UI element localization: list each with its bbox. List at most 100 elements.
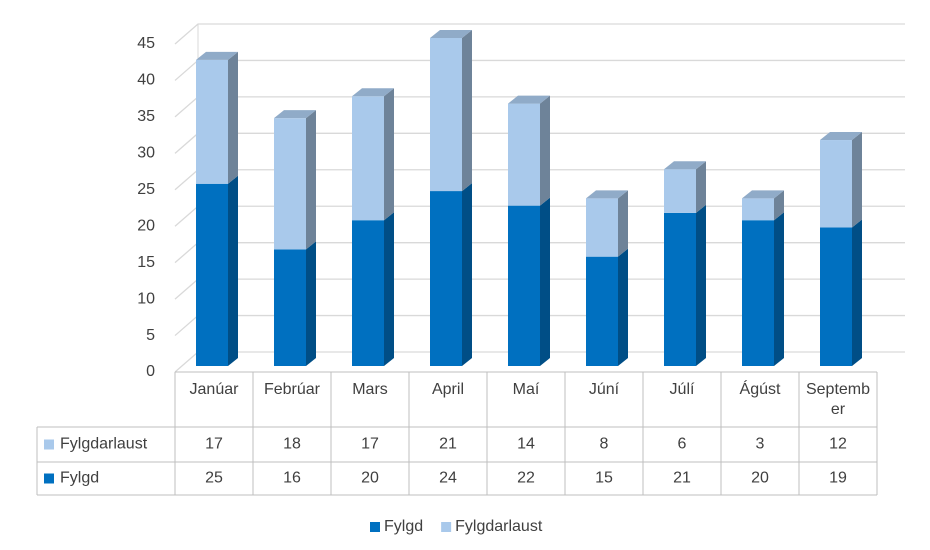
y-tick-label: 25 <box>137 181 155 198</box>
x-tick-label: Mars <box>352 381 388 398</box>
legend-key <box>370 522 380 532</box>
y-tick-label: 45 <box>137 35 155 52</box>
bar <box>664 212 696 366</box>
table-row-label: Fylgd <box>60 470 99 487</box>
bar-side <box>540 95 550 206</box>
x-tick-label: Maí <box>512 381 540 398</box>
bar-side <box>618 190 628 257</box>
bar-side <box>696 161 706 213</box>
bar-top <box>820 132 862 141</box>
bar <box>430 38 462 192</box>
bar-top <box>274 110 316 119</box>
bar <box>664 169 696 213</box>
x-tick-label-box: Ágúst <box>739 381 781 398</box>
bar <box>742 220 774 366</box>
table-value: 8 <box>600 436 609 453</box>
table-value: 17 <box>361 436 379 453</box>
bar-side <box>852 219 862 366</box>
table-value: 24 <box>439 470 457 487</box>
x-tick-label-box: Janúar <box>189 381 239 398</box>
bar-top <box>586 190 628 199</box>
x-tick-label: April <box>431 381 464 398</box>
x-tick-label: Febrúar <box>263 381 321 398</box>
x-tick-label-box: April <box>431 381 464 398</box>
table-value: 12 <box>829 436 847 453</box>
bar-top <box>508 95 550 104</box>
y-tick-label: 20 <box>137 217 155 234</box>
x-tick-label: Janúar <box>189 381 239 398</box>
bar-top <box>196 51 238 60</box>
x-tick-label-box: Maí <box>512 381 540 398</box>
table-value: 18 <box>283 436 301 453</box>
y-tick-label: 40 <box>137 72 155 89</box>
grid-line <box>174 59 905 81</box>
table-legend-key <box>44 439 54 450</box>
y-tick-label: 5 <box>146 327 155 344</box>
y-tick-label: 35 <box>137 108 155 125</box>
bar-side <box>384 212 394 366</box>
bar-side <box>462 183 472 366</box>
x-tick-label-box: Júní <box>588 381 620 398</box>
bar <box>820 227 852 366</box>
bar-top <box>430 30 472 38</box>
bar-side <box>306 110 316 250</box>
bar-top <box>352 88 394 97</box>
bar-side <box>462 30 472 192</box>
x-tick-label-box: Mars <box>352 381 388 398</box>
bar-side <box>852 132 862 228</box>
bar-side <box>306 241 316 366</box>
table-value: 19 <box>829 470 847 487</box>
table-value: 20 <box>751 470 769 487</box>
bar <box>274 249 306 366</box>
table-value: 16 <box>283 470 301 487</box>
table-value: 20 <box>361 470 379 487</box>
y-tick-label: 10 <box>137 290 155 307</box>
bar-side <box>774 190 784 221</box>
x-tick-label-box: September <box>805 381 871 418</box>
table-value: 17 <box>205 436 223 453</box>
bar <box>196 59 228 184</box>
bar <box>508 205 540 366</box>
bar-side <box>696 204 706 366</box>
grid-line <box>174 23 905 45</box>
y-tick-label: 30 <box>137 145 155 162</box>
table-value: 3 <box>756 436 765 453</box>
y-tick-label: 0 <box>146 363 155 380</box>
table-value: 14 <box>517 436 535 453</box>
table-value: 6 <box>678 436 687 453</box>
x-tick-label: September <box>805 381 871 418</box>
bar-side <box>384 88 394 221</box>
bar-side <box>540 197 550 366</box>
bar <box>586 256 618 366</box>
table-value: 21 <box>673 470 691 487</box>
bar-side <box>774 212 784 366</box>
bar-side <box>228 175 238 366</box>
bar <box>586 198 618 257</box>
bar-top <box>664 161 706 170</box>
table-legend-key <box>44 473 54 484</box>
x-tick-label-box: Febrúar <box>263 381 321 398</box>
bar-top <box>742 190 784 199</box>
bar-side <box>618 248 628 366</box>
x-tick-label: Ágúst <box>739 381 781 398</box>
bar <box>196 183 228 366</box>
table-row-label: Fylgdarlaust <box>60 436 148 453</box>
x-tick-label-box: Júlí <box>669 381 695 398</box>
legend-label: Fylgd <box>384 518 423 535</box>
bar <box>430 191 462 366</box>
bar <box>352 220 384 366</box>
table-value: 15 <box>595 470 613 487</box>
bar <box>352 96 384 221</box>
x-tick-label: Júní <box>588 381 620 398</box>
table-value: 25 <box>205 470 223 487</box>
x-tick-label: Júlí <box>669 381 695 398</box>
legend-key <box>441 522 452 532</box>
table-value: 22 <box>517 470 535 487</box>
y-tick-label: 15 <box>137 254 155 271</box>
legend-label: Fylgdarlaust <box>455 518 543 535</box>
bar <box>742 198 774 221</box>
bar <box>508 103 540 206</box>
bar <box>274 118 306 250</box>
table-value: 21 <box>439 436 457 453</box>
